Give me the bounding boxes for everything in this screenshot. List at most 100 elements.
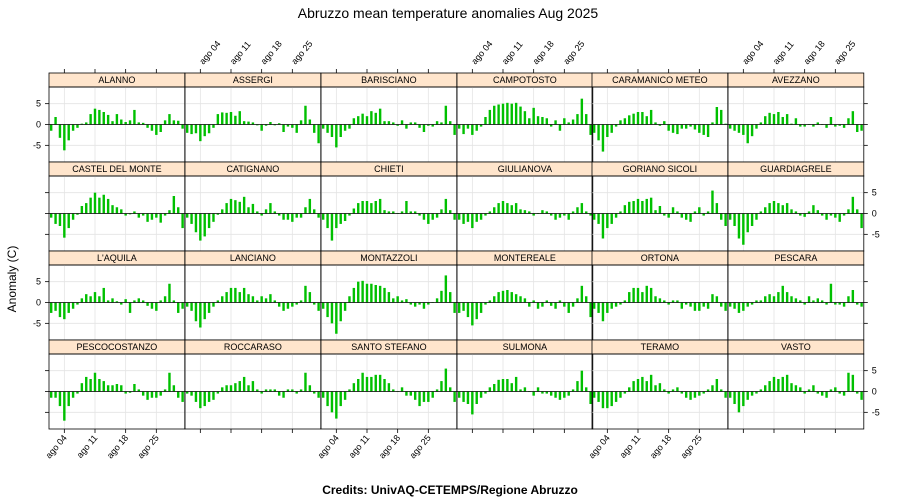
bar bbox=[680, 213, 684, 218]
bar bbox=[523, 387, 527, 392]
bar bbox=[746, 213, 749, 233]
bar bbox=[462, 391, 465, 402]
bar bbox=[698, 391, 701, 396]
bar bbox=[733, 391, 736, 404]
bar bbox=[54, 117, 57, 125]
bar bbox=[361, 372, 364, 392]
bar bbox=[194, 124, 198, 134]
bar bbox=[343, 391, 347, 400]
bar bbox=[286, 389, 290, 392]
bar bbox=[304, 285, 307, 303]
bar bbox=[632, 113, 635, 125]
bar bbox=[49, 302, 53, 313]
y-tick-label: -5 bbox=[33, 140, 41, 150]
bar bbox=[794, 118, 798, 125]
bar bbox=[348, 124, 351, 129]
panel-assergi: ASSERGI ago 04 ago 11 ago 18 ago 25 bbox=[184, 39, 322, 163]
bar bbox=[106, 300, 110, 303]
bar bbox=[124, 122, 127, 125]
bar bbox=[755, 124, 758, 129]
bar bbox=[619, 302, 622, 305]
bar bbox=[532, 213, 535, 216]
bar bbox=[514, 203, 518, 214]
bar bbox=[85, 376, 88, 392]
bar bbox=[111, 121, 114, 125]
panel-strip-label: CAMPOTOSTO bbox=[493, 75, 557, 85]
bar bbox=[536, 302, 540, 309]
bar bbox=[462, 302, 465, 311]
bar bbox=[159, 300, 162, 303]
bar bbox=[567, 391, 570, 396]
bar bbox=[378, 108, 382, 125]
bar bbox=[405, 299, 408, 303]
bar bbox=[58, 213, 62, 226]
bar bbox=[860, 391, 863, 400]
panel-strip-label: LANCIANO bbox=[230, 253, 276, 263]
bar bbox=[343, 302, 347, 311]
bar bbox=[663, 121, 666, 125]
bar bbox=[256, 124, 259, 126]
panel-pescocostanzo: PESCOCOSTANZO ago 04 ago 11 ago 18 ago 25 bbox=[44, 339, 186, 461]
x-tick-label: ago 04 bbox=[44, 433, 69, 461]
bar bbox=[146, 391, 149, 400]
bar bbox=[111, 298, 114, 303]
bar bbox=[273, 389, 277, 392]
bar bbox=[387, 383, 391, 392]
bar bbox=[785, 374, 789, 392]
bar bbox=[658, 124, 662, 126]
x-tick-label: ago 25 bbox=[561, 39, 586, 67]
bar bbox=[649, 287, 653, 303]
bar bbox=[383, 379, 386, 392]
bar bbox=[444, 275, 448, 303]
panel-catignano: CATIGNANO bbox=[184, 161, 322, 252]
bar bbox=[549, 391, 553, 396]
bar bbox=[851, 290, 855, 303]
bar bbox=[790, 383, 793, 392]
bar bbox=[365, 116, 369, 125]
bar bbox=[825, 124, 828, 128]
bar bbox=[238, 111, 241, 125]
bar bbox=[163, 389, 167, 392]
bar bbox=[606, 124, 609, 137]
bar bbox=[654, 122, 657, 125]
bar bbox=[519, 296, 522, 303]
bar bbox=[440, 290, 443, 303]
bar bbox=[671, 389, 675, 392]
bar bbox=[313, 124, 316, 133]
bar bbox=[378, 285, 382, 303]
bar bbox=[54, 213, 57, 224]
bar bbox=[488, 300, 492, 303]
bar bbox=[317, 302, 320, 311]
panel-avezzano: AVEZZANO ago 04 ago 11 ago 18 ago 25 bbox=[727, 39, 868, 163]
bar bbox=[286, 302, 290, 309]
bar bbox=[825, 391, 828, 398]
bar bbox=[76, 302, 79, 305]
bar bbox=[124, 299, 127, 303]
bar bbox=[242, 196, 246, 214]
bar bbox=[98, 109, 101, 125]
bar bbox=[335, 124, 338, 148]
bar bbox=[532, 391, 535, 396]
bar bbox=[506, 102, 509, 125]
bar bbox=[440, 209, 443, 214]
bar bbox=[541, 302, 544, 307]
bar bbox=[106, 114, 110, 125]
bar bbox=[457, 213, 461, 220]
bar bbox=[120, 209, 123, 214]
bar bbox=[614, 391, 618, 402]
bar bbox=[628, 115, 631, 125]
bar bbox=[847, 296, 850, 303]
bar bbox=[190, 302, 193, 311]
bar bbox=[497, 379, 500, 392]
bar bbox=[80, 298, 84, 303]
bar bbox=[374, 201, 377, 214]
bar bbox=[326, 124, 329, 133]
bar bbox=[554, 302, 557, 309]
bar bbox=[580, 285, 584, 303]
panel-barisciano: BARISCIANO bbox=[320, 69, 458, 163]
x-tick-label: ago 25 bbox=[832, 39, 857, 67]
y-tick-label: 5 bbox=[872, 366, 877, 376]
bar bbox=[85, 294, 88, 303]
bar bbox=[475, 213, 478, 222]
bar bbox=[829, 117, 833, 125]
